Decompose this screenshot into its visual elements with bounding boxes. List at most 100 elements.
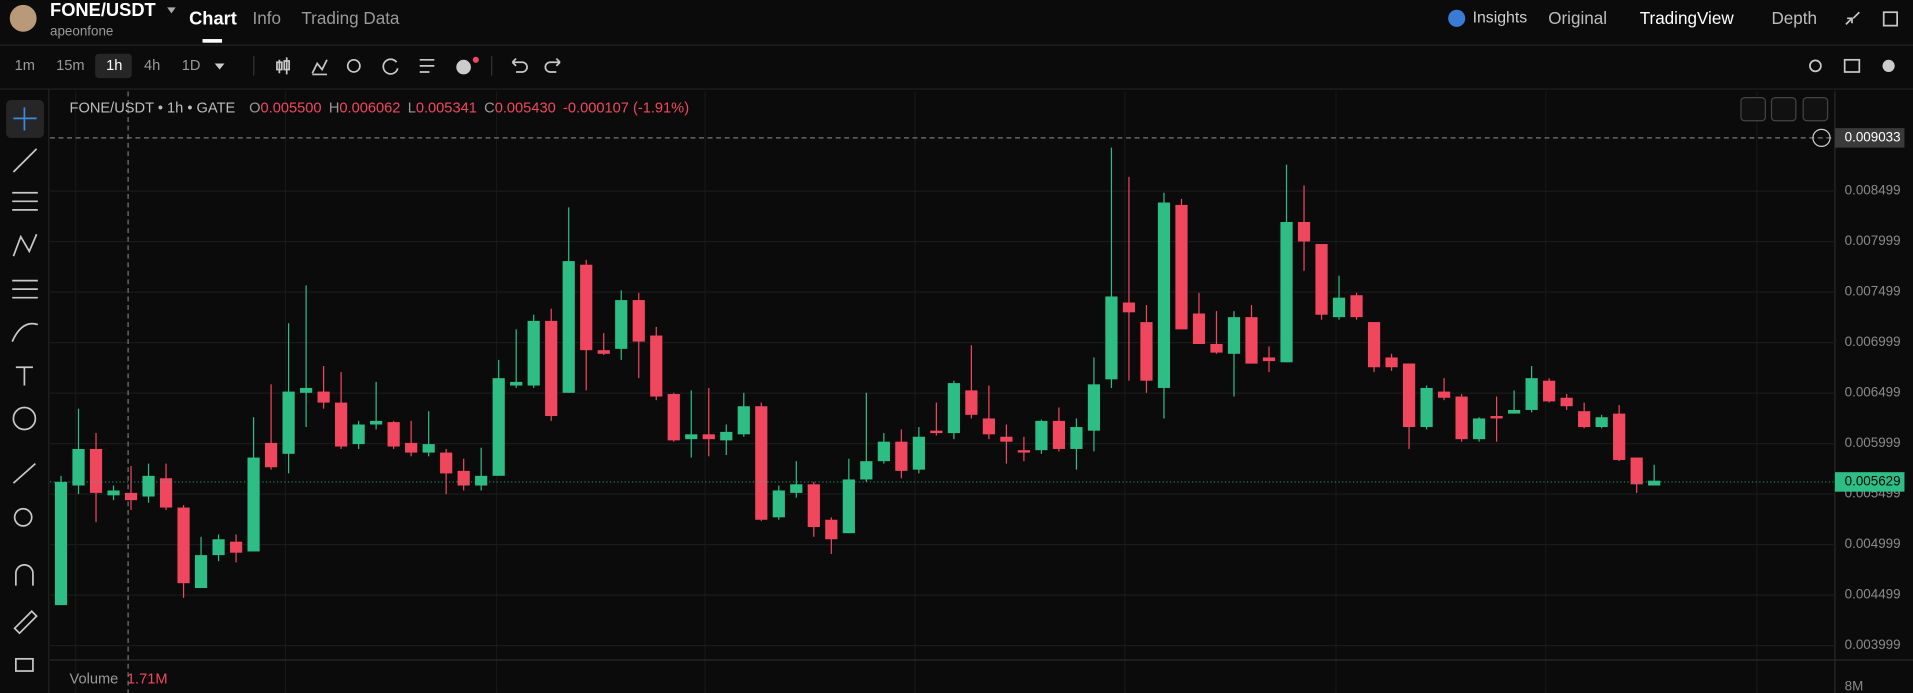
candle-body <box>965 390 978 415</box>
right-tab[interactable]: Insights <box>1473 10 1528 27</box>
candle-body <box>1070 427 1083 449</box>
candle-body <box>124 492 138 501</box>
candle-type-icon[interactable] <box>276 57 291 75</box>
candle-body <box>177 507 190 584</box>
candle-body <box>1315 244 1328 315</box>
brush-tool[interactable] <box>11 322 39 342</box>
candle-body <box>527 320 540 386</box>
candle-body <box>422 444 435 453</box>
chart-button[interactable] <box>1802 97 1829 122</box>
candle-body <box>930 430 943 434</box>
candle-body <box>615 300 628 349</box>
candle-body <box>335 402 348 447</box>
candle-body <box>895 441 908 471</box>
y-tick-label: 0.006999 <box>1845 334 1901 349</box>
chart-button[interactable] <box>1770 97 1797 122</box>
fullscreen-icon[interactable] <box>1882 11 1898 27</box>
candle-body <box>1122 302 1136 313</box>
tab[interactable]: Chart <box>189 7 237 28</box>
avatar[interactable] <box>9 4 37 32</box>
interval[interactable]: 1h <box>106 58 122 74</box>
text-tool[interactable] <box>15 366 33 386</box>
y-tick-label: 0.007999 <box>1845 233 1901 248</box>
candle-body <box>54 481 68 606</box>
candle-body <box>1262 357 1276 362</box>
add-icon[interactable] <box>456 59 471 75</box>
candle-body <box>300 387 313 393</box>
candle-body <box>370 420 383 425</box>
candle-body <box>1455 396 1468 440</box>
pattern-tool[interactable] <box>12 233 38 257</box>
legend-key: C <box>484 100 495 116</box>
ohlc-legend: FONE/USDT • 1h • GATE O0.005500 H0.006062… <box>70 100 690 116</box>
legend-value: 0.005430 <box>495 100 556 116</box>
candle-body <box>720 431 733 441</box>
candle-body <box>264 442 278 468</box>
collapse-icon[interactable] <box>1845 11 1860 26</box>
search-icon[interactable] <box>1809 59 1822 73</box>
pair-dropdown[interactable] <box>167 7 176 14</box>
indicator-icon[interactable] <box>311 59 328 76</box>
y-tick-label: 0.003999 <box>1845 637 1901 652</box>
unlock-tool[interactable] <box>15 657 34 672</box>
plot: 0.0039990.0044990.0049990.0054990.005999… <box>50 91 1913 693</box>
undo-icon[interactable] <box>511 57 528 73</box>
replay-icon[interactable] <box>382 58 399 75</box>
redo-icon[interactable] <box>544 57 561 73</box>
channel-tool[interactable] <box>12 279 38 299</box>
zoom-tool[interactable] <box>13 507 33 527</box>
candle-body <box>1490 416 1503 419</box>
candle-body <box>1332 297 1346 318</box>
volume-label: Volume <box>70 671 119 687</box>
candle-body <box>580 264 593 351</box>
crosshair-price-box <box>1834 128 1905 148</box>
candle-body <box>632 300 645 342</box>
add-alert-button[interactable] <box>1812 128 1831 148</box>
candle-body <box>317 391 330 403</box>
interval[interactable]: 4h <box>144 58 160 74</box>
right-tab[interactable]: Depth <box>1771 9 1817 28</box>
candle-body <box>1192 313 1206 345</box>
candle-body <box>1648 480 1661 486</box>
candle-body <box>72 448 85 486</box>
candle-body <box>877 441 890 462</box>
tab[interactable]: Trading Data <box>301 9 400 28</box>
interval[interactable]: 15m <box>56 58 84 74</box>
volume-axis-label: 8M <box>1845 678 1864 693</box>
layout-icon[interactable] <box>419 58 435 73</box>
crosshair-tool[interactable] <box>13 107 37 131</box>
right-tab[interactable]: Original <box>1548 9 1607 28</box>
volume-value: 1.71M <box>127 671 168 687</box>
emoji-tool[interactable] <box>12 406 37 431</box>
candle-body <box>405 442 418 453</box>
candle-body <box>947 383 960 434</box>
candle-body <box>194 555 208 589</box>
legend-value: 0.005341 <box>416 100 477 116</box>
interval-dropdown[interactable] <box>214 63 225 70</box>
line-tool[interactable] <box>12 148 38 173</box>
measure-tool[interactable] <box>12 462 36 484</box>
y-tick-label: 0.004499 <box>1845 587 1901 602</box>
right-tab[interactable]: TradingView <box>1640 9 1735 28</box>
candle-body <box>1578 411 1591 428</box>
interval[interactable]: 1D <box>182 58 201 74</box>
candle-body <box>825 519 838 540</box>
snapshot-icon[interactable] <box>1843 58 1861 73</box>
chart-button[interactable] <box>1740 97 1766 122</box>
candle-body <box>1385 357 1398 368</box>
legend-key: O <box>249 100 260 116</box>
candle-body <box>790 484 803 493</box>
settings-icon[interactable] <box>1882 59 1895 72</box>
candle-body <box>1595 417 1608 428</box>
candle-body <box>860 461 873 480</box>
tab[interactable]: Info <box>253 9 281 28</box>
candle-body <box>807 484 820 528</box>
pair-name[interactable]: FONE/USDT <box>50 0 156 20</box>
fib-tool[interactable] <box>12 191 38 211</box>
interval[interactable]: 1m <box>15 58 35 74</box>
lock-drawing-tool[interactable] <box>13 610 38 635</box>
alert-icon[interactable] <box>346 58 361 73</box>
magnet-tool[interactable] <box>15 564 34 586</box>
